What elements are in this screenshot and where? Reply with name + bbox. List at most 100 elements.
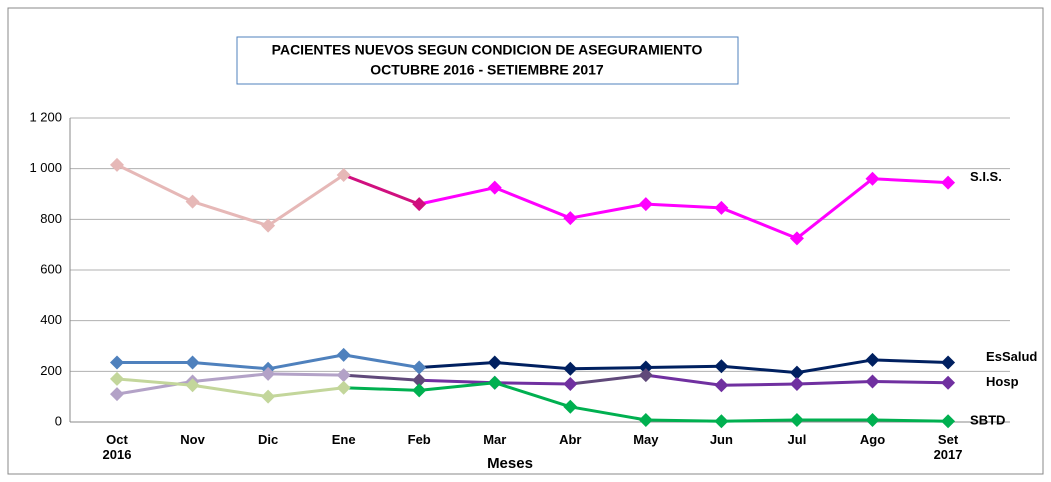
marker bbox=[563, 399, 578, 414]
series-line bbox=[192, 360, 269, 371]
marker bbox=[563, 361, 578, 376]
x-tick-label: Ene bbox=[331, 432, 356, 447]
x-tick-label: Mar bbox=[483, 432, 507, 447]
marker bbox=[336, 347, 351, 362]
y-tick-label: 0 bbox=[55, 413, 62, 428]
series-line bbox=[419, 378, 495, 385]
marker bbox=[789, 231, 804, 246]
marker bbox=[261, 366, 276, 381]
series-line bbox=[494, 186, 571, 220]
marker bbox=[563, 211, 578, 226]
x-tick-label: Jun bbox=[709, 432, 733, 447]
x-tick-label: Dic bbox=[257, 432, 279, 447]
x-axis-title: Meses bbox=[487, 455, 533, 472]
marker bbox=[412, 373, 427, 388]
x-tick-label: May bbox=[633, 432, 659, 447]
series-label: S.I.S. bbox=[970, 169, 1002, 184]
series-label: SBTD bbox=[970, 413, 1005, 428]
series-line bbox=[494, 381, 571, 409]
series-line bbox=[872, 379, 949, 385]
marker bbox=[865, 374, 880, 389]
x-tick-label: Jul bbox=[787, 432, 807, 447]
series-line bbox=[872, 177, 949, 185]
series-line bbox=[570, 405, 647, 422]
marker bbox=[185, 355, 200, 370]
series-line bbox=[721, 364, 798, 375]
marker bbox=[865, 352, 880, 367]
marker bbox=[638, 197, 653, 212]
series-label: EsSalud bbox=[986, 349, 1037, 364]
marker bbox=[110, 387, 124, 402]
series-line bbox=[796, 177, 874, 240]
y-tick-label: 800 bbox=[40, 211, 62, 226]
marker bbox=[714, 414, 729, 429]
marker bbox=[789, 365, 804, 380]
chart-border bbox=[7, 7, 1044, 475]
marker bbox=[110, 371, 124, 386]
series-line bbox=[720, 206, 798, 240]
series-line bbox=[343, 386, 420, 392]
marker bbox=[185, 378, 200, 393]
series-line bbox=[796, 358, 873, 375]
series-line bbox=[721, 418, 797, 423]
marker bbox=[487, 355, 502, 370]
y-tick-label: 1 000 bbox=[29, 160, 62, 175]
x-tick-label: Oct 2016 bbox=[102, 432, 132, 462]
y-tick-label: 1 200 bbox=[29, 109, 62, 124]
marker bbox=[941, 175, 956, 190]
marker bbox=[261, 218, 276, 233]
marker bbox=[638, 412, 653, 427]
marker bbox=[412, 360, 427, 375]
marker bbox=[638, 368, 653, 383]
series-line bbox=[267, 386, 344, 399]
marker bbox=[714, 378, 729, 393]
series-line bbox=[570, 373, 647, 386]
x-tick-label: Set 2017 bbox=[933, 432, 963, 462]
x-tick-label: Abr bbox=[559, 432, 582, 447]
title-box bbox=[236, 36, 739, 85]
series-line bbox=[192, 200, 269, 228]
marker bbox=[110, 157, 124, 172]
series-line bbox=[116, 377, 193, 387]
chart-title: PACIENTES NUEVOS SEGUN CONDICION DE ASEG… bbox=[272, 42, 703, 58]
series-line bbox=[645, 364, 722, 370]
marker bbox=[261, 389, 276, 404]
series-line bbox=[570, 202, 647, 220]
series-line bbox=[268, 372, 344, 377]
series-line bbox=[116, 163, 194, 203]
series-line bbox=[645, 202, 722, 210]
series-label: Hosp bbox=[986, 374, 1019, 389]
series-line bbox=[419, 381, 495, 392]
marker bbox=[941, 375, 956, 390]
marker bbox=[412, 197, 427, 212]
y-tick-label: 400 bbox=[40, 312, 62, 327]
series-line bbox=[721, 382, 797, 387]
series-line bbox=[343, 373, 420, 382]
series-line bbox=[343, 353, 420, 370]
marker bbox=[487, 180, 502, 195]
series-line bbox=[419, 360, 495, 370]
marker bbox=[563, 377, 578, 391]
y-tick-label: 200 bbox=[40, 363, 62, 378]
marker bbox=[336, 168, 351, 182]
marker bbox=[714, 200, 729, 215]
series-line bbox=[570, 366, 646, 371]
series-line bbox=[494, 360, 571, 371]
series-line bbox=[494, 381, 571, 386]
marker bbox=[714, 359, 729, 374]
x-tick-label: Ago bbox=[859, 432, 886, 447]
marker bbox=[336, 368, 351, 383]
marker bbox=[487, 375, 502, 390]
series-line bbox=[872, 418, 949, 423]
x-tick-label: Feb bbox=[407, 432, 431, 447]
series-line bbox=[267, 353, 344, 371]
series-line bbox=[645, 418, 722, 423]
x-tick-label: Nov bbox=[180, 432, 205, 447]
series-line bbox=[872, 358, 949, 364]
series-line bbox=[267, 173, 345, 227]
series-line bbox=[645, 373, 722, 387]
marker bbox=[336, 380, 351, 395]
marker bbox=[865, 412, 880, 427]
series-line bbox=[343, 173, 420, 206]
